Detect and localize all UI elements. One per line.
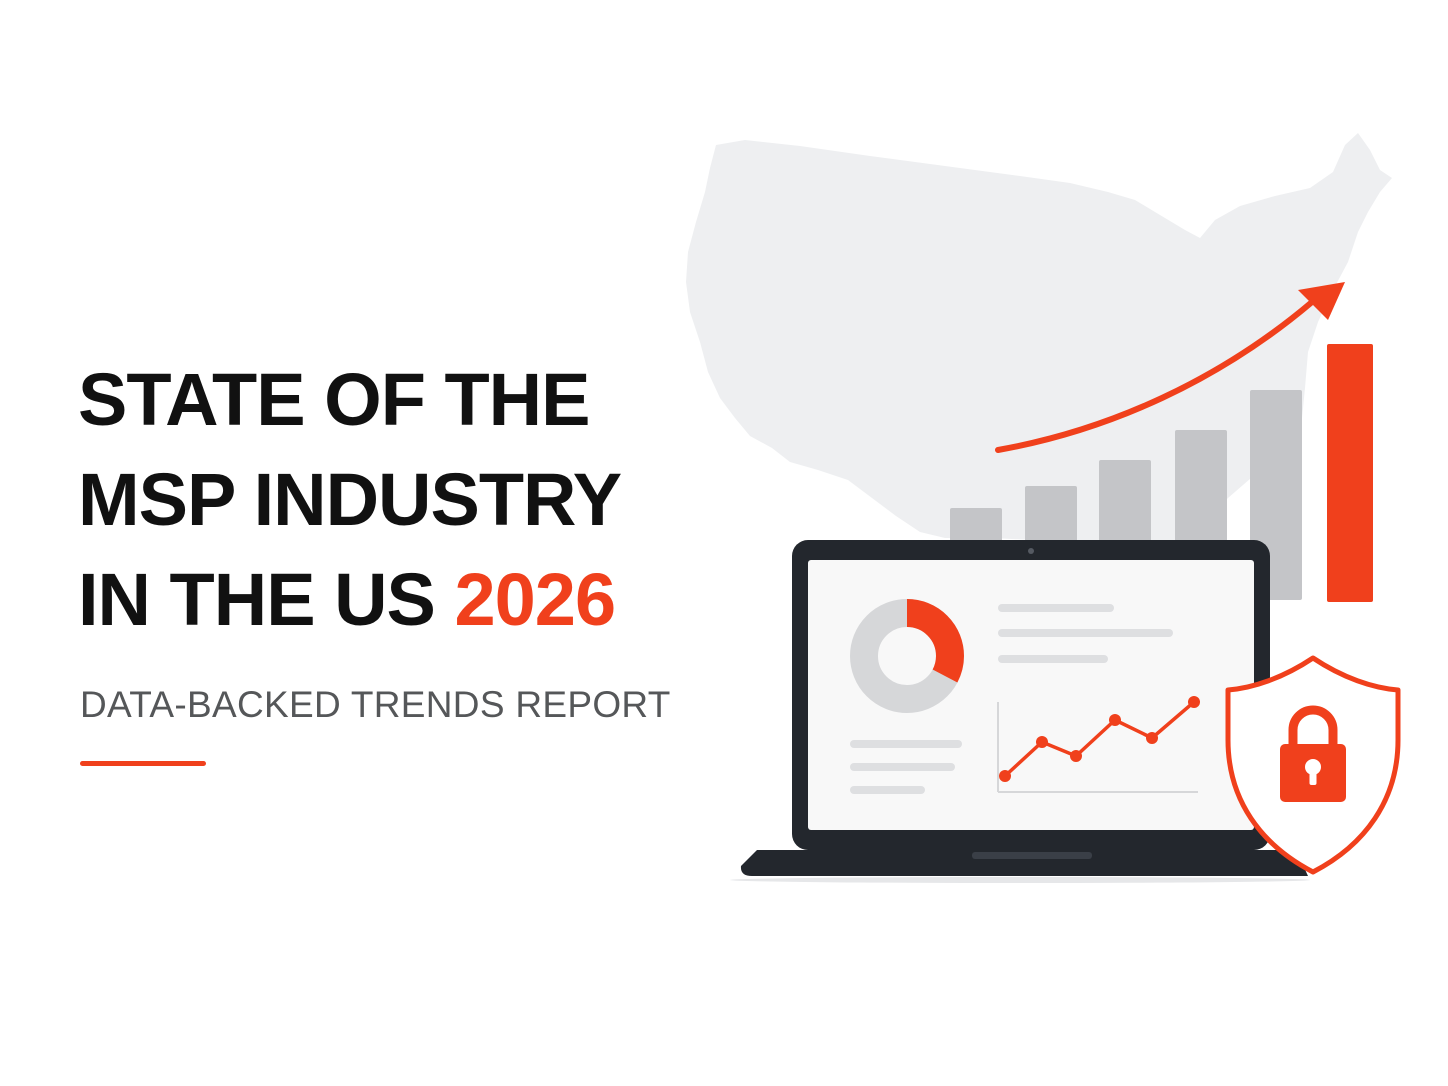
growth-bar-accent xyxy=(1327,344,1373,602)
screen-text-lines xyxy=(850,604,1173,794)
padlock-icon xyxy=(1280,705,1346,802)
laptop-icon xyxy=(730,540,1310,883)
title-year: 2026 xyxy=(454,558,616,641)
donut-chart-icon xyxy=(850,599,964,713)
title-line-3: IN THE US 2026 xyxy=(78,550,621,650)
line-chart-icon xyxy=(997,696,1200,793)
trend-arrow-icon xyxy=(995,282,1345,453)
title-line-3-text: IN THE US xyxy=(78,558,455,641)
report-subtitle: DATA-BACKED TRENDS REPORT xyxy=(80,684,671,725)
title-line-2: MSP INDUSTRY xyxy=(78,458,622,541)
title-line-1: STATE OF THE xyxy=(78,358,590,441)
accent-underline xyxy=(80,761,206,766)
report-title: STATE OF THE MSP INDUSTRY IN THE US 2026 xyxy=(78,350,622,650)
